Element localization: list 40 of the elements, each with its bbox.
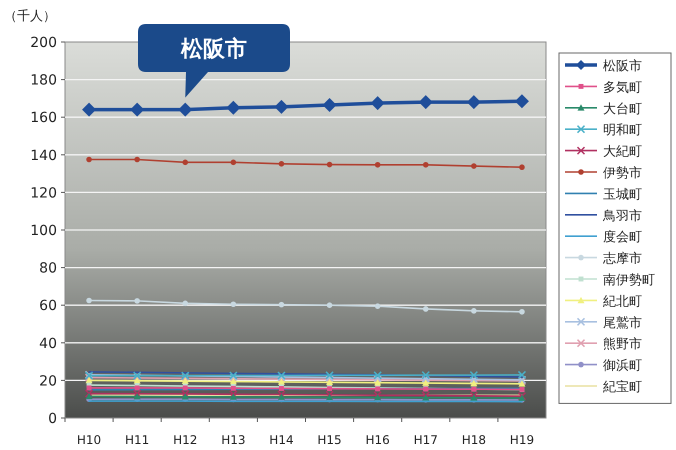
x-tick-label: H12	[173, 433, 198, 447]
y-tick-label: 40	[39, 336, 57, 352]
y-tick-label: 180	[30, 72, 57, 89]
legend-label: 伊勢市	[603, 166, 642, 181]
y-tick-label: 160	[30, 110, 57, 126]
x-tick-label: H15	[317, 433, 342, 447]
x-tick-label: H11	[125, 433, 150, 447]
legend-label: 玉城町	[603, 187, 642, 202]
x-tick-label: H16	[366, 433, 390, 447]
y-tick-label: 80	[39, 260, 57, 277]
legend-label: 鳥羽市	[602, 208, 642, 224]
legend-label: 多気町	[603, 80, 642, 96]
annotation: 松阪市	[180, 36, 247, 62]
legend-label: 紀宝町	[603, 379, 642, 395]
y-tick-label: 60	[39, 298, 57, 314]
y-tick-label: 20	[39, 373, 57, 390]
x-tick-label: H14	[269, 433, 294, 447]
y-tick-label: 120	[30, 185, 57, 202]
legend-label: 尾鷲市	[603, 314, 642, 331]
legend-label: 松阪市	[603, 59, 642, 74]
y-tick-label: 0	[48, 411, 57, 427]
legend-label: 紀北町	[603, 294, 642, 310]
legend-label: 熊野市	[603, 337, 642, 352]
y-tick-label: 200	[30, 35, 57, 51]
legend-label: 大紀町	[603, 144, 642, 160]
y-tick-label: 140	[30, 148, 57, 164]
legend-label: 南伊勢町	[603, 273, 655, 288]
legend-label: 志摩市	[603, 252, 642, 267]
callout: 松阪市	[138, 24, 290, 98]
x-tick-label: H19	[510, 433, 534, 447]
x-tick-label: H13	[221, 433, 246, 447]
legend-label: 明和町	[603, 123, 642, 138]
y-tick-label: 100	[30, 223, 57, 239]
y-axis-title: （千人）	[4, 9, 56, 24]
x-tick-label: H10	[76, 433, 102, 447]
x-tick-label: H17	[414, 433, 438, 447]
legend-label: 御浜町	[603, 358, 642, 374]
x-tick-label: H18	[462, 433, 486, 447]
legend-label: 大台町	[603, 102, 642, 117]
legend-label: 度会町	[603, 229, 642, 246]
